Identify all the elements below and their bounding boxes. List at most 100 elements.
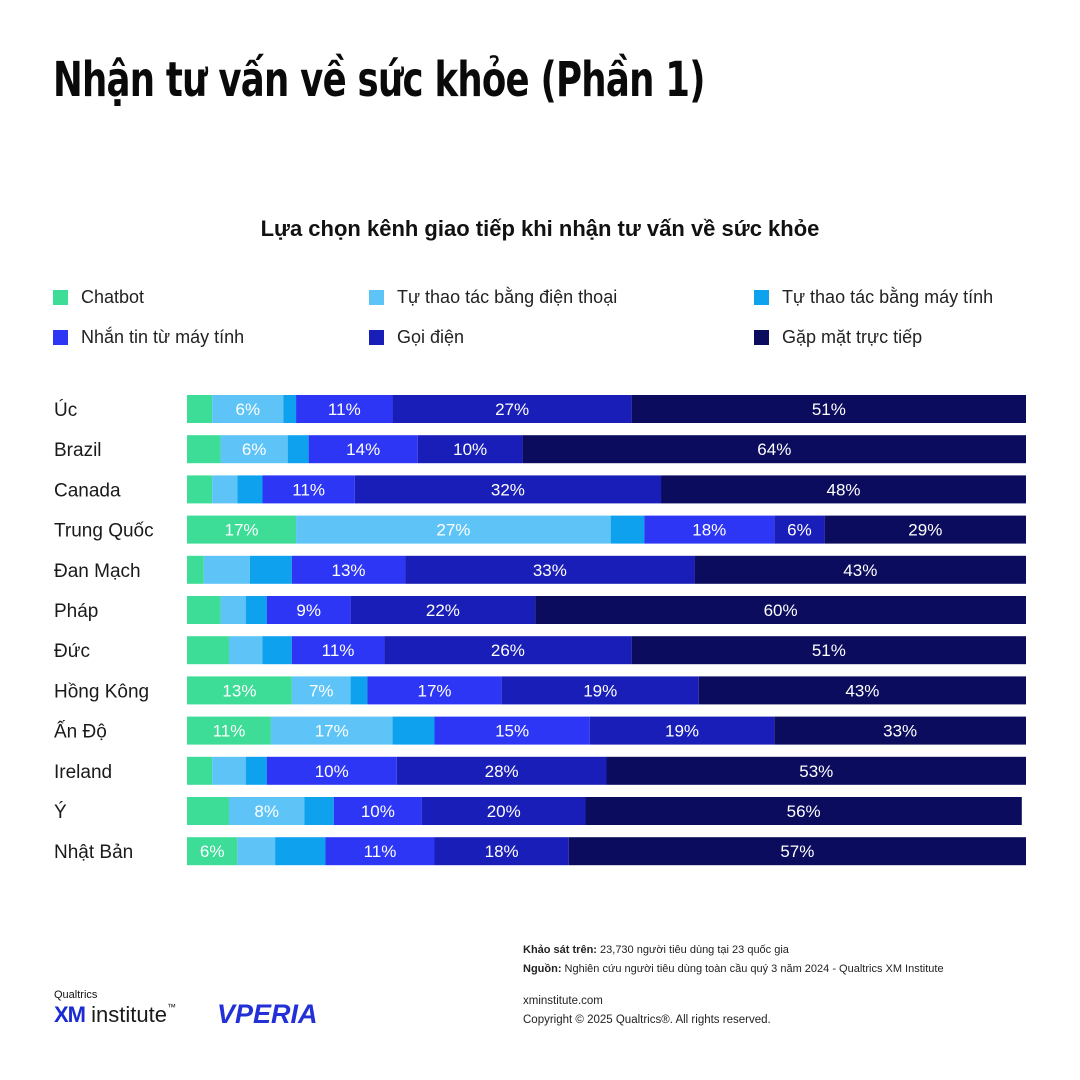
data-label: 10% [453, 440, 487, 459]
data-label: 10% [361, 802, 395, 821]
bar-segment [304, 797, 334, 825]
bar-segment [245, 596, 267, 624]
bar-segment [350, 676, 368, 705]
data-label: 56% [787, 802, 821, 821]
bar-segment [275, 837, 326, 866]
bar-segment [589, 716, 775, 745]
bar-segment [694, 555, 1027, 584]
bar-segment [434, 716, 590, 745]
bar-segment [220, 596, 246, 624]
data-label: 33% [533, 561, 567, 580]
data-label: 27% [436, 521, 470, 540]
data-label: 17% [417, 681, 451, 700]
data-label: 27% [495, 400, 529, 419]
bar-segment [396, 756, 607, 785]
data-label: 6% [787, 521, 812, 540]
data-label: 26% [491, 641, 525, 660]
bar-segment [187, 475, 213, 504]
data-label: 11% [292, 480, 325, 499]
bar-segment [774, 515, 825, 544]
legend-item: Tự thao tác bằng máy tính [754, 287, 993, 308]
bar-segment [245, 756, 267, 785]
category-label: Brazil [54, 440, 102, 461]
data-label: 6% [242, 440, 267, 459]
bar-segment [187, 596, 221, 624]
chart-title: Lựa chọn kênh giao tiếp khi nhận tư vấn … [260, 216, 820, 241]
bar-segment [384, 636, 632, 665]
legend-label: Nhắn tin từ máy tính [81, 327, 245, 347]
legend-swatch [53, 290, 68, 305]
bar-segment [212, 395, 284, 423]
data-label: 11% [328, 400, 361, 419]
data-label: 10% [315, 762, 349, 781]
legend-swatch [754, 290, 769, 305]
data-label: 11% [213, 722, 246, 741]
data-label: 7% [309, 681, 334, 700]
source-label: Nguồn: [523, 963, 562, 975]
legend-item: Tự thao tác bằng điện thoại [369, 287, 617, 308]
data-label: 18% [692, 521, 726, 540]
data-label: 48% [827, 480, 861, 499]
data-label: 17% [315, 722, 349, 741]
footer-notes: Khảo sát trên: 23,730 người tiêu dùng tạ… [523, 941, 944, 979]
bar-segment [296, 515, 611, 544]
survey-label: Khảo sát trên: [523, 944, 597, 956]
bar-segment [333, 797, 422, 825]
bar-segment [354, 475, 662, 504]
bar-segment [405, 555, 695, 584]
bar-segment [631, 636, 1026, 665]
bar-segment [644, 515, 775, 544]
bar-segment [187, 395, 213, 423]
qualtrics-wordmark: Qualtrics [54, 989, 98, 1001]
bar-segment [287, 435, 309, 464]
category-label: Đức [54, 641, 90, 662]
footer-site: xminstitute.com Copyright © 2025 Qualtri… [523, 992, 771, 1030]
bar-segment [212, 756, 246, 785]
category-label: Pháp [54, 601, 98, 622]
data-label: 18% [485, 842, 519, 861]
bar-segment [187, 636, 229, 665]
data-label: 11% [322, 641, 355, 660]
bar-segment [585, 797, 1022, 825]
bar-segment [237, 837, 276, 866]
legend-label: Gọi điện [397, 327, 465, 347]
legend-swatch [754, 330, 769, 345]
bar-segment [291, 676, 351, 705]
data-label: 13% [331, 561, 365, 580]
bar-segment [308, 435, 418, 464]
bar-segment [392, 395, 632, 423]
legend-item: Gặp mặt trực tiếp [754, 327, 922, 348]
category-label: Hồng Kông [54, 681, 149, 702]
data-label: 9% [296, 601, 321, 620]
data-label: 20% [487, 802, 521, 821]
site-link[interactable]: xminstitute.com [523, 995, 603, 1007]
institute-wordmark: institute [91, 1002, 167, 1027]
bar-segment [568, 837, 1027, 866]
bar-segment [774, 716, 1026, 745]
bar-segment [187, 435, 221, 464]
bar-segment [421, 797, 586, 825]
bar-segment [824, 515, 1026, 544]
data-label: 22% [426, 601, 460, 620]
bar-segment [325, 837, 435, 866]
category-label: Ấn Độ [54, 721, 107, 743]
bar-segment [228, 636, 263, 665]
bar-segment [266, 756, 397, 785]
category-label: Đan Mạch [54, 561, 141, 582]
bar-segment [291, 636, 385, 665]
data-label: 28% [485, 762, 519, 781]
category-label: Ireland [54, 762, 112, 783]
xm-wordmark: XM [54, 1002, 86, 1027]
bar-segment [220, 435, 288, 464]
bar-segment [187, 716, 271, 745]
data-label: 17% [225, 521, 259, 540]
bar-segment [291, 555, 406, 584]
data-label: 57% [780, 842, 814, 861]
legend-label: Gặp mặt trực tiếp [782, 327, 923, 347]
source-note: Nguồn: Nghiên cứu người tiêu dùng toàn c… [523, 960, 944, 979]
stacked-bar-chart: Úc 6% 11% 27% 51% Brazil 6% 14% 10% 64% Canada 11% 3… [54, 395, 1027, 866]
source-text: Nghiên cứu người tiêu dùng toàn cầu quý … [561, 963, 944, 975]
bar-segment [187, 756, 213, 785]
bar-segment [698, 676, 1026, 705]
bar-segment [522, 435, 1026, 464]
